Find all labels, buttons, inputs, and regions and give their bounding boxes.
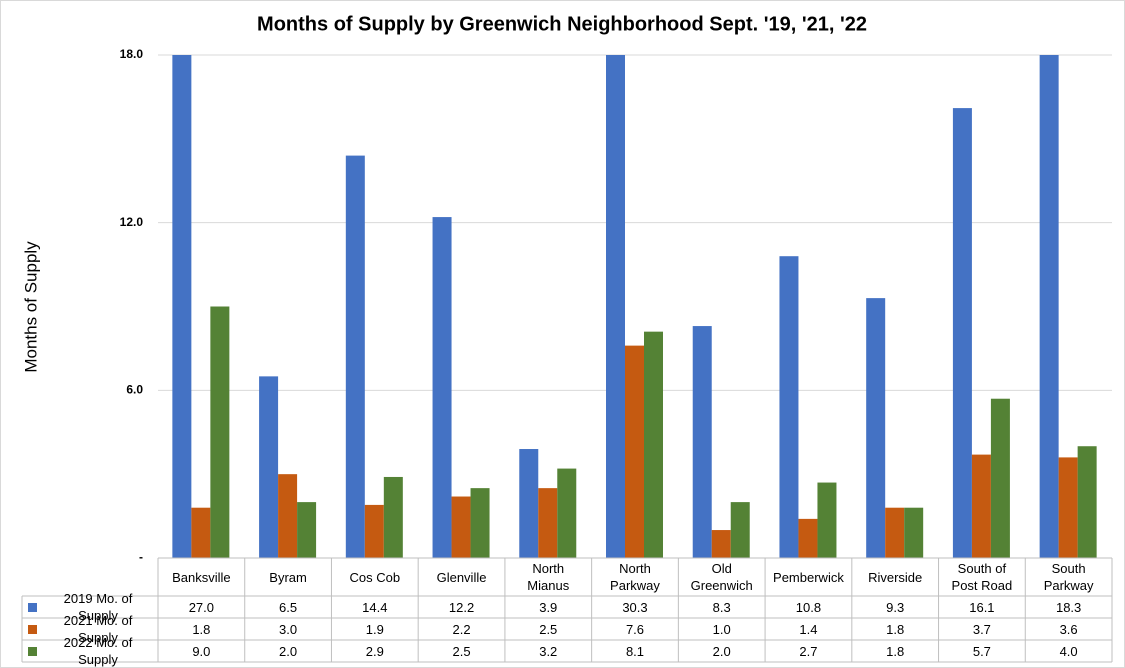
bar [644, 331, 663, 558]
bar [451, 496, 471, 558]
bar [383, 476, 403, 558]
category-label: Banksville [172, 569, 231, 585]
bar [519, 449, 539, 558]
table-value: 1.4 [799, 621, 818, 637]
table-value: 27.0 [188, 599, 215, 615]
category-label: Cos Cob [349, 569, 401, 585]
table-value: 6.5 [279, 599, 298, 615]
table-value: 3.2 [539, 643, 558, 659]
table-value: 3.9 [539, 599, 558, 615]
table-value: 1.8 [886, 643, 905, 659]
table-value: 1.9 [365, 621, 384, 637]
table-value: 2.0 [279, 643, 298, 659]
category-label: South Parkway [1043, 561, 1094, 593]
category-label: Old Greenwich [690, 561, 753, 593]
bar [172, 55, 192, 558]
bar [364, 504, 384, 558]
table-value: 14.4 [362, 599, 388, 615]
bar [1077, 446, 1097, 558]
table-value: 4.0 [1059, 643, 1078, 659]
bar [779, 256, 799, 558]
bar [210, 306, 230, 558]
table-value: 2.9 [365, 643, 384, 659]
legend-swatch [28, 625, 37, 634]
table-value: 16.1 [969, 599, 995, 615]
table-value: 2.0 [712, 643, 731, 659]
bar [990, 398, 1010, 558]
legend-swatch [28, 647, 37, 656]
bar [259, 376, 279, 558]
y-tick-label: - [139, 550, 143, 564]
bar [432, 217, 452, 558]
bar [557, 468, 577, 558]
table-value: 9.0 [192, 643, 211, 659]
bar [1039, 55, 1059, 558]
bar [1058, 457, 1078, 558]
table-value: 2.5 [452, 643, 471, 659]
category-label: Riverside [868, 569, 923, 585]
table-value: 8.1 [625, 643, 645, 659]
bar [297, 502, 317, 558]
bar [904, 507, 924, 558]
bar [730, 502, 750, 558]
table-value: 2.2 [452, 621, 471, 637]
bar [971, 454, 991, 558]
table-value: 3.7 [972, 621, 991, 637]
table-value: 1.8 [192, 621, 211, 637]
table-value: 1.0 [712, 621, 731, 637]
table-value: 3.6 [1059, 621, 1078, 637]
table-value: 9.3 [886, 599, 905, 615]
category-label: North Parkway [610, 561, 660, 593]
table-value: 8.3 [712, 599, 731, 615]
chart-title: Months of Supply by Greenwich Neighborho… [257, 13, 867, 35]
bar [625, 345, 644, 558]
bar [711, 530, 731, 558]
bar [952, 108, 972, 558]
legend-swatch [28, 603, 37, 612]
bar [866, 298, 886, 558]
table-value: 12.2 [448, 599, 475, 615]
category-label: Glenville [436, 569, 487, 585]
y-tick-label: 12.0 [120, 215, 144, 229]
legend-label: 2022 Mo. of Supply [63, 635, 133, 667]
table-value: 2.5 [539, 621, 558, 637]
category-label: Byram [269, 569, 307, 585]
table-value: 2.7 [799, 643, 818, 659]
table-value: 10.8 [795, 599, 822, 615]
table-value: 30.3 [622, 599, 648, 615]
bar [817, 482, 837, 558]
table-value: 5.7 [972, 643, 991, 659]
table-value: 1.8 [886, 621, 905, 637]
bar [798, 518, 818, 558]
bar [692, 326, 712, 558]
category-label: South of Post Road [951, 561, 1013, 593]
bar [606, 55, 625, 558]
bar [345, 155, 365, 558]
y-axis-label: Months of Supply [21, 241, 40, 373]
y-tick-label: 6.0 [126, 383, 143, 397]
bar [470, 488, 490, 558]
category-label: North Mianus [527, 561, 570, 593]
bar [191, 507, 211, 558]
table-value: 18.3 [1055, 599, 1082, 615]
table-value: 3.0 [279, 621, 298, 637]
category-label: Pemberwick [773, 569, 844, 585]
y-tick-label: 18.0 [120, 47, 144, 61]
bar [885, 507, 905, 558]
table-value: 7.6 [625, 621, 645, 637]
bar [538, 488, 558, 558]
bar [278, 474, 298, 558]
